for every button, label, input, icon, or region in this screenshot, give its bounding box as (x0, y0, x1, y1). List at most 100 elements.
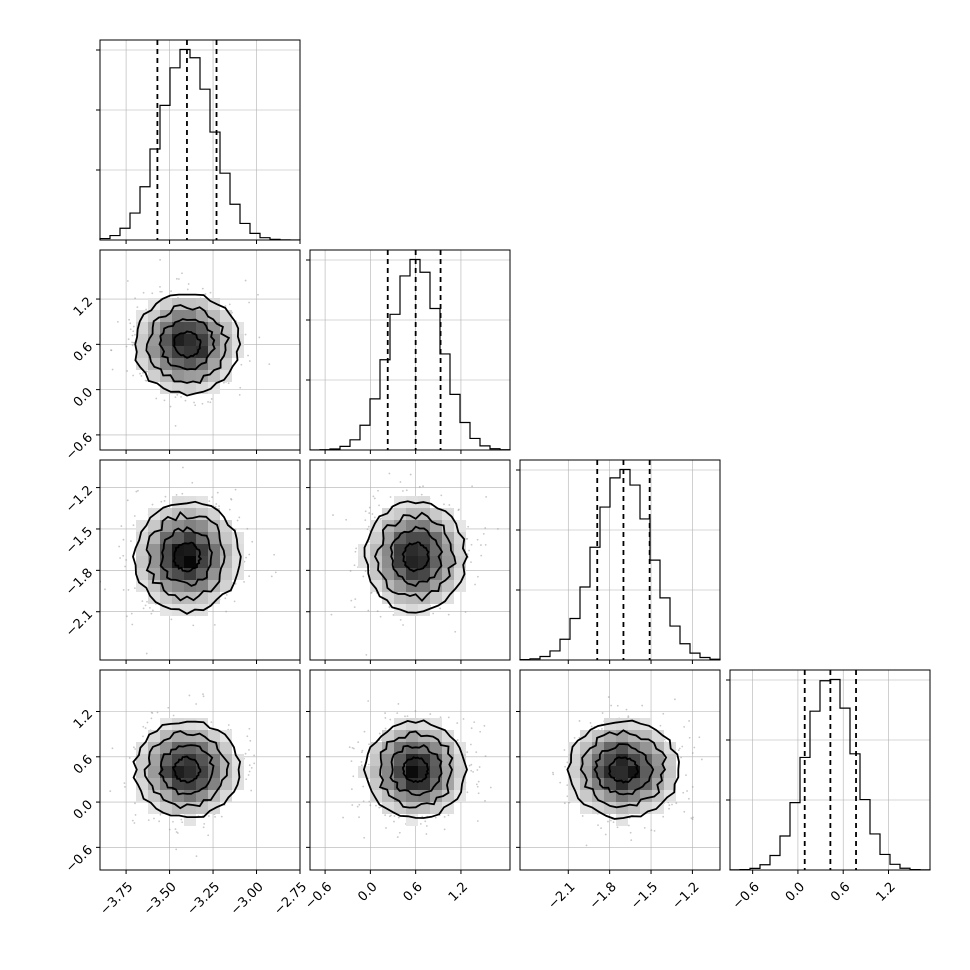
sample-point (174, 828, 177, 830)
sample-point (402, 624, 404, 626)
sample-point (140, 375, 143, 377)
sample-point (464, 611, 467, 613)
sample-point (122, 538, 125, 541)
contour-level-1 (362, 719, 468, 819)
sample-point (663, 738, 666, 741)
sample-point (375, 804, 377, 807)
density-cell (136, 358, 148, 370)
density-cell (628, 730, 640, 742)
sample-point (418, 485, 421, 488)
density-cell (184, 532, 196, 544)
x-tick-label: −0.6 (730, 880, 763, 913)
sample-point (469, 743, 472, 746)
density-cell (664, 766, 676, 778)
sample-point (685, 774, 687, 777)
density-cell (220, 778, 232, 790)
sample-point (590, 725, 593, 728)
density-cell (172, 496, 184, 508)
sample-point (134, 748, 137, 750)
density-cell (208, 532, 220, 544)
contour-level-2 (374, 511, 457, 603)
sample-point (470, 727, 473, 730)
density-cell (148, 754, 160, 766)
sample-point (559, 781, 562, 784)
density-cell (196, 556, 208, 568)
density-cell (208, 778, 220, 790)
density-cell (406, 790, 418, 802)
density-cell (370, 754, 382, 766)
density-cell (184, 568, 196, 580)
sample-point (135, 490, 138, 493)
density-cell (568, 790, 580, 802)
sample-point (686, 790, 688, 792)
sample-point (653, 829, 656, 832)
sample-point (363, 836, 366, 839)
sample-point (466, 537, 469, 540)
density-cell (418, 754, 430, 766)
sample-point (184, 399, 187, 402)
density-cell (220, 790, 232, 802)
sample-point (368, 743, 370, 746)
sample-point (342, 816, 345, 819)
contour-level-4 (172, 541, 203, 573)
sample-point (159, 258, 162, 261)
sample-point (244, 279, 247, 282)
density-cell (136, 346, 148, 358)
density-cell (406, 766, 418, 778)
sample-point (228, 303, 231, 306)
sample-point (222, 381, 225, 384)
density-cell (406, 508, 418, 520)
density-cell (430, 790, 442, 802)
sample-point (497, 528, 499, 530)
sample-point (210, 721, 213, 724)
sample-point (389, 496, 392, 498)
density-cell (454, 532, 466, 544)
sample-point (354, 598, 357, 601)
histogram-1 (99, 48, 301, 241)
sample-point (215, 503, 218, 505)
sample-point (396, 836, 399, 838)
sample-point (627, 824, 630, 827)
sample-point (151, 503, 154, 506)
y-tick-label: 0.0 (71, 385, 96, 410)
sample-point (668, 807, 670, 810)
sample-point (379, 615, 382, 618)
density-cell (592, 802, 604, 814)
sample-point (208, 603, 211, 606)
sample-point (389, 718, 392, 721)
y-tick-label: −0.6 (63, 430, 96, 463)
sample-point (172, 820, 174, 823)
contour-level-2 (145, 304, 231, 385)
sample-point (247, 354, 249, 357)
sample-point (201, 287, 204, 290)
density-cell (616, 790, 628, 802)
sample-point (384, 814, 387, 817)
sample-point (354, 550, 357, 553)
sample-point (581, 815, 584, 817)
sample-point (476, 575, 479, 578)
sample-point (123, 782, 126, 784)
density-cell (208, 520, 220, 532)
sample-point (357, 741, 360, 744)
sample-point (137, 489, 139, 492)
panel-2-1 (96, 249, 301, 454)
sample-point (564, 765, 567, 768)
sample-point (607, 696, 610, 698)
density-cell (184, 718, 196, 730)
sample-point (209, 291, 212, 294)
density-cell (208, 382, 220, 394)
sample-point (627, 716, 630, 719)
contour-level-3 (159, 526, 213, 587)
sample-point (147, 819, 150, 822)
sample-point (468, 764, 471, 767)
density-cell (136, 568, 148, 580)
density-cell (406, 718, 418, 730)
sample-point (351, 804, 354, 806)
sample-point (691, 818, 694, 821)
sample-point (118, 545, 121, 548)
sample-point (210, 398, 213, 400)
sample-point (362, 800, 365, 803)
sample-point (563, 749, 566, 751)
sample-point (396, 712, 399, 714)
density-cell (394, 520, 406, 532)
